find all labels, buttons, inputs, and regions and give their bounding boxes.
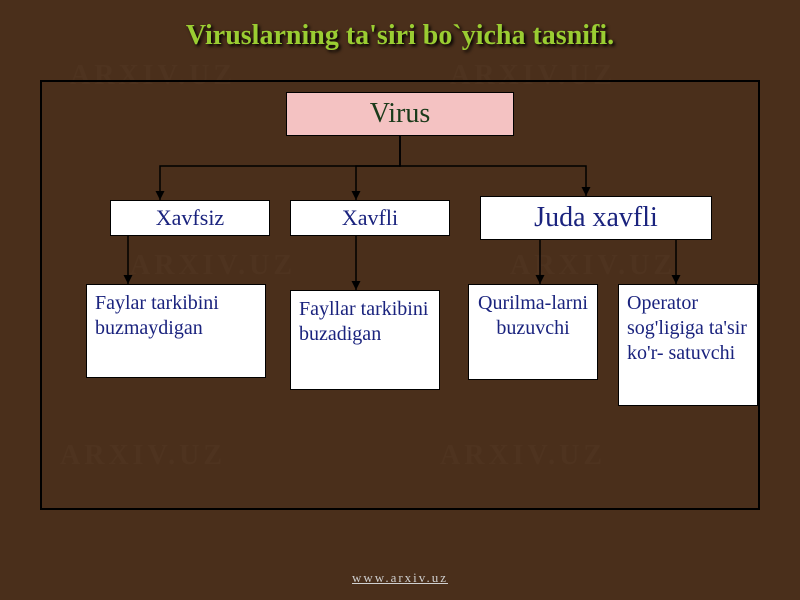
footer-url: www.arxiv.uz: [0, 570, 800, 586]
node-xavfli: Xavfli: [290, 200, 450, 236]
node-root: Virus: [286, 92, 514, 136]
node-leaf-1: Faylar tarkibini buzmaydigan: [86, 284, 266, 378]
node-leaf-4: Operator sog'ligiga ta'sir ko'r- satuvch…: [618, 284, 758, 406]
node-leaf-3: Qurilma-larni buzuvchi: [468, 284, 598, 380]
node-leaf-2: Fayllar tarkibini buzadigan: [290, 290, 440, 390]
node-juda-xavfli: Juda xavfli: [480, 196, 712, 240]
node-xavfsiz: Xavfsiz: [110, 200, 270, 236]
page-title: Viruslarning ta'siri bo`yicha tasnifi.: [0, 20, 800, 52]
